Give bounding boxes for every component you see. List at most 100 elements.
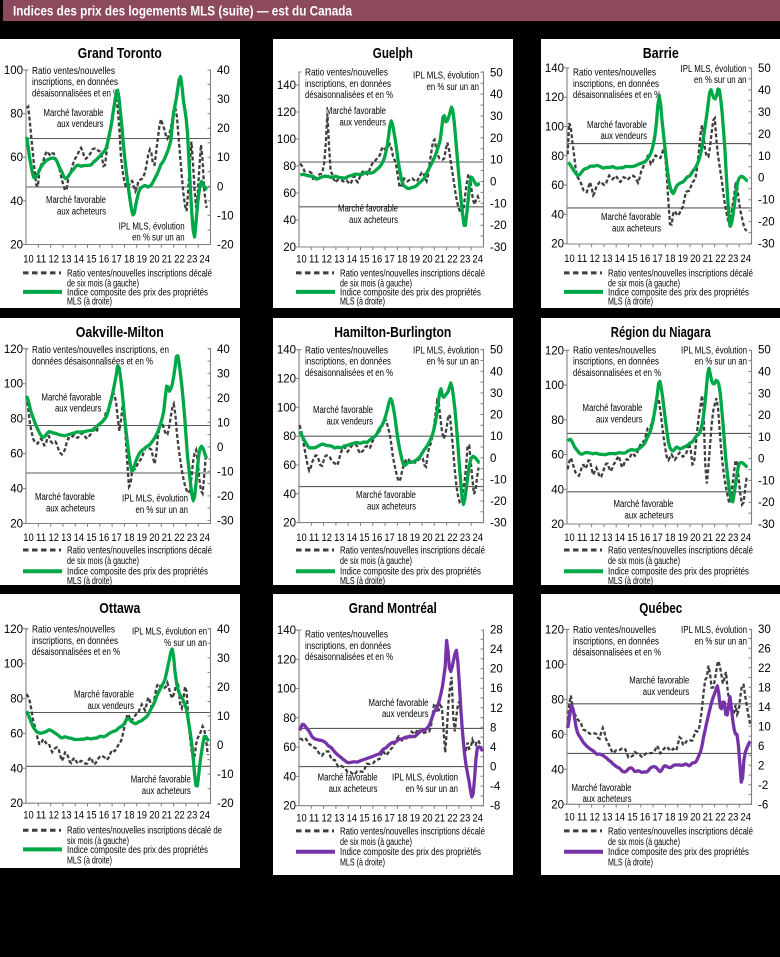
svg-text:11: 11 [309, 532, 319, 544]
svg-text:20: 20 [551, 519, 564, 531]
svg-text:80: 80 [283, 431, 296, 443]
svg-text:14: 14 [347, 532, 357, 544]
svg-text:14: 14 [347, 812, 357, 824]
svg-text:10: 10 [217, 152, 230, 164]
svg-text:18: 18 [124, 810, 134, 822]
svg-text:20: 20 [149, 810, 159, 822]
svg-text:20: 20 [422, 253, 432, 265]
svg-text:Marché favorable: Marché favorable [131, 775, 191, 786]
svg-text:Ratio ventes/nouvelles inscrip: Ratio ventes/nouvelles inscriptions déca… [608, 545, 753, 556]
svg-text:16: 16 [372, 532, 382, 544]
svg-text:désaisonnalisées et en %: désaisonnalisées et en % [305, 90, 393, 101]
svg-text:de six mois (à gauche): de six mois (à gauche) [340, 555, 412, 566]
svg-text:en % sur un an: en % sur un an [427, 82, 480, 93]
svg-text:20: 20 [217, 682, 230, 694]
svg-text:80: 80 [551, 694, 564, 706]
svg-text:20: 20 [10, 240, 23, 252]
svg-text:24: 24 [200, 253, 210, 265]
svg-text:Marché favorable: Marché favorable [46, 195, 106, 206]
svg-text:19: 19 [410, 812, 420, 824]
svg-text:4: 4 [490, 742, 497, 754]
svg-text:24: 24 [200, 532, 210, 544]
svg-text:23: 23 [187, 532, 197, 544]
svg-text:120: 120 [277, 654, 296, 666]
svg-text:14: 14 [614, 811, 624, 823]
svg-text:18: 18 [665, 811, 675, 823]
svg-text:30: 30 [490, 387, 503, 399]
svg-text:-10: -10 [758, 475, 775, 487]
svg-text:aux acheteurs: aux acheteurs [624, 510, 673, 521]
svg-text:désaisonnalisées et en %: désaisonnalisées et en % [305, 652, 393, 663]
svg-text:-10: -10 [217, 466, 234, 478]
svg-text:14: 14 [74, 253, 84, 265]
svg-text:en % sur un an: en % sur un an [427, 356, 480, 367]
svg-text:Ottawa: Ottawa [99, 600, 141, 617]
svg-text:30: 30 [758, 624, 771, 636]
svg-text:IPL MLS, évolution: IPL MLS, évolution [681, 625, 747, 636]
svg-text:de six mois (à gauche): de six mois (à gauche) [608, 279, 680, 290]
svg-text:23: 23 [460, 253, 470, 265]
svg-text:40: 40 [551, 209, 564, 221]
svg-text:80: 80 [10, 694, 23, 706]
svg-text:12: 12 [490, 703, 503, 715]
svg-text:MLS (à droite): MLS (à droite) [340, 858, 385, 869]
svg-text:24: 24 [740, 532, 750, 544]
svg-text:21: 21 [702, 253, 712, 265]
svg-text:24: 24 [473, 812, 483, 824]
svg-text:30: 30 [217, 94, 230, 106]
svg-text:Marché favorable: Marché favorable [356, 490, 416, 501]
svg-text:13: 13 [61, 253, 71, 265]
svg-text:18: 18 [397, 253, 407, 265]
svg-text:de six mois (à gauche): de six mois (à gauche) [608, 837, 680, 848]
svg-text:Ratio ventes/nouvelles: Ratio ventes/nouvelles [305, 630, 388, 641]
svg-text:aux acheteurs: aux acheteurs [142, 786, 191, 797]
svg-text:24: 24 [490, 644, 503, 656]
svg-text:Indice composite des prix des: Indice composite des prix des propriétés [67, 566, 208, 577]
svg-text:120: 120 [544, 624, 563, 636]
svg-text:140: 140 [544, 63, 563, 75]
svg-text:Indice composite des prix des: Indice composite des prix des propriétés [608, 287, 749, 298]
svg-text:-20: -20 [217, 798, 234, 810]
svg-text:120: 120 [277, 107, 296, 119]
svg-text:50: 50 [758, 344, 771, 356]
svg-text:10: 10 [758, 721, 771, 733]
svg-text:20: 20 [690, 811, 700, 823]
svg-text:17: 17 [111, 810, 121, 822]
svg-text:0: 0 [217, 740, 223, 752]
svg-text:0: 0 [217, 441, 223, 453]
svg-text:13: 13 [602, 253, 612, 265]
svg-text:15: 15 [359, 532, 369, 544]
svg-text:15: 15 [627, 253, 637, 265]
svg-text:Marché favorable: Marché favorable [313, 405, 373, 416]
svg-text:Région du Niagara: Région du Niagara [610, 324, 710, 341]
svg-text:24: 24 [473, 253, 483, 265]
svg-text:21: 21 [162, 810, 172, 822]
svg-text:100: 100 [277, 684, 296, 696]
svg-text:28: 28 [490, 624, 503, 636]
svg-text:24: 24 [200, 810, 210, 822]
svg-text:13: 13 [602, 811, 612, 823]
svg-text:Marché favorable: Marché favorable [587, 120, 647, 131]
svg-text:100: 100 [277, 134, 296, 146]
svg-text:Ratio ventes/nouvelles inscrip: Ratio ventes/nouvelles inscriptions déca… [340, 545, 485, 556]
svg-text:en % sur un an: en % sur un an [694, 636, 747, 647]
svg-text:10: 10 [23, 253, 33, 265]
svg-text:Marché favorable: Marché favorable [326, 106, 386, 117]
svg-text:17: 17 [652, 532, 662, 544]
svg-text:40: 40 [283, 488, 296, 500]
svg-text:13: 13 [334, 253, 344, 265]
svg-text:13: 13 [61, 532, 71, 544]
svg-text:aux acheteurs: aux acheteurs [329, 784, 378, 795]
svg-text:14: 14 [74, 532, 84, 544]
svg-text:19: 19 [677, 532, 687, 544]
svg-text:10: 10 [217, 417, 230, 429]
svg-text:aux acheteurs: aux acheteurs [367, 501, 416, 512]
svg-text:13: 13 [61, 810, 71, 822]
svg-text:40: 40 [217, 65, 230, 77]
svg-text:MLS (à droite): MLS (à droite) [608, 858, 653, 869]
svg-text:12: 12 [589, 532, 599, 544]
svg-text:-20: -20 [490, 220, 507, 232]
svg-text:IPL MLS, évolution: IPL MLS, évolution [122, 493, 188, 504]
svg-text:aux acheteurs: aux acheteurs [46, 503, 95, 514]
svg-text:0: 0 [490, 177, 496, 189]
